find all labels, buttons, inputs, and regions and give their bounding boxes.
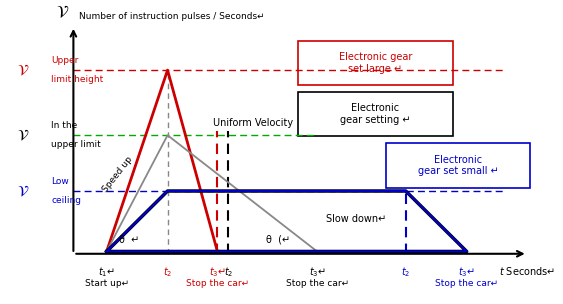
Text: In the: In the	[51, 121, 78, 130]
Text: θ  ↵: θ ↵	[119, 235, 139, 245]
Text: ceiling: ceiling	[51, 196, 81, 205]
Text: $t_2$: $t_2$	[163, 265, 172, 279]
Text: $t_2$: $t_2$	[224, 265, 233, 279]
Text: Slow down↵: Slow down↵	[326, 214, 386, 224]
Text: Number of instruction pulses / Seconds↵: Number of instruction pulses / Seconds↵	[79, 12, 265, 21]
Text: Stop the car↵: Stop the car↵	[285, 279, 348, 288]
Text: $\mathcal{V}$: $\mathcal{V}$	[17, 63, 30, 78]
Text: limit height: limit height	[51, 75, 104, 84]
Text: Electronic gear
set large ↵: Electronic gear set large ↵	[338, 52, 412, 74]
Text: Stop the car↵: Stop the car↵	[186, 279, 249, 288]
Text: Speed up: Speed up	[101, 155, 135, 194]
Text: Electronic
gear setting ↵: Electronic gear setting ↵	[340, 103, 410, 125]
FancyBboxPatch shape	[386, 143, 530, 188]
Text: $\mathcal{V}$: $\mathcal{V}$	[56, 4, 69, 21]
FancyBboxPatch shape	[298, 92, 453, 136]
Text: Uniform Velocity: Uniform Velocity	[213, 118, 293, 128]
Text: Start up↵: Start up↵	[84, 279, 129, 288]
FancyBboxPatch shape	[298, 41, 453, 85]
Text: $t_2$: $t_2$	[401, 265, 410, 279]
Text: Electronic
gear set small ↵: Electronic gear set small ↵	[418, 155, 499, 176]
Text: $t_1$↵: $t_1$↵	[98, 265, 115, 279]
Text: θ  (↵: θ (↵	[266, 235, 291, 245]
Text: $t_3$↵: $t_3$↵	[209, 265, 226, 279]
Text: $\mathcal{V}$: $\mathcal{V}$	[17, 128, 30, 143]
Text: $t_3$↵: $t_3$↵	[309, 265, 325, 279]
Text: $t$ Seconds↵: $t$ Seconds↵	[499, 265, 556, 278]
Text: Stop the car↵: Stop the car↵	[435, 279, 498, 288]
Text: Low: Low	[51, 177, 69, 186]
Text: Upper: Upper	[51, 56, 79, 65]
Text: $t_3$↵: $t_3$↵	[458, 265, 475, 279]
Text: upper limit: upper limit	[51, 140, 101, 149]
Text: $\mathcal{V}$: $\mathcal{V}$	[17, 184, 30, 199]
